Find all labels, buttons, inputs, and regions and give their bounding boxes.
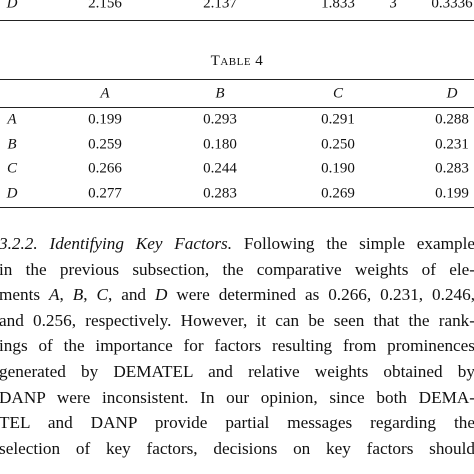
row-label: C (6, 160, 18, 177)
table-cell: 0.283 (435, 160, 469, 177)
text-span: A (49, 285, 60, 305)
row-label: A (7, 111, 17, 128)
text-span: were determined as 0.266, 0.231, 0.246, (167, 285, 474, 305)
row-label: D (6, 0, 18, 12)
text-span: in the previous subsection, the comparat… (0, 259, 474, 279)
text-line: and 0.256, respectively. However, it can… (0, 311, 474, 331)
table-cell: 0.3336 (431, 0, 473, 12)
column-header: C (332, 85, 344, 102)
text-span: TEL and DANP provide partial messages re… (0, 413, 474, 433)
text-span: DANP were inconsistent. In our opinion, … (0, 387, 474, 407)
table-rule (0, 107, 474, 108)
table-cell: 0.293 (203, 111, 237, 128)
text-line: DANP were inconsistent. In our opinion, … (0, 388, 474, 408)
text-line: in the previous subsection, the comparat… (0, 260, 474, 280)
text-span: selection of key factors, decisions on k… (0, 438, 474, 458)
table-cell: 0.190 (321, 160, 355, 177)
table-cell: 0.180 (203, 136, 237, 153)
text-span: , and (107, 285, 155, 305)
table-rule (0, 20, 474, 21)
table-cell: 0.266 (88, 160, 122, 177)
table-cell: 0.259 (88, 136, 122, 153)
text-line: ings of the importance for factors resul… (0, 336, 474, 356)
column-header: D (446, 85, 458, 102)
text-span: ments (0, 285, 49, 305)
column-header: A (100, 85, 110, 102)
text-span: ings of the importance for factors resul… (0, 336, 474, 356)
text-line: TEL and DANP provide partial messages re… (0, 413, 474, 433)
table-cell: 0.288 (435, 111, 469, 128)
text-span: D (154, 285, 168, 305)
column-header: B (215, 85, 225, 102)
table-cell: 0.244 (203, 160, 237, 177)
table-caption: Table 4 (210, 53, 264, 69)
text-span: B (72, 285, 84, 305)
row-label: D (6, 185, 18, 202)
text-line: 3.2.2. Identifying Key Factors. Followin… (0, 234, 474, 254)
text-line: selection of key factors, decisions on k… (0, 439, 474, 459)
text-line: ments A, B, C, and D were determined as … (0, 285, 474, 305)
text-line: generated by DEMATEL and relative weight… (0, 362, 474, 382)
table-cell: 3 (389, 0, 397, 12)
table-cell: 2.137 (203, 0, 237, 12)
text-span: C (96, 285, 108, 305)
table-rule (0, 207, 474, 208)
text-span: Following the simple example (232, 234, 474, 253)
text-span: , (59, 285, 73, 305)
table-cell: 0.291 (321, 111, 355, 128)
table-cell: 1.833 (321, 0, 355, 12)
text-span: , (83, 285, 97, 305)
row-label: B (7, 136, 17, 153)
section-heading: 3.2.2. Identifying Key Factors. (0, 234, 233, 253)
table-cell: 0.199 (435, 185, 469, 202)
table-cell: 0.199 (88, 111, 122, 128)
table-cell: 0.269 (321, 185, 355, 202)
table-rule (0, 79, 474, 80)
text-span: and 0.256, respectively. However, it can… (0, 310, 474, 330)
table-cell: 2.156 (88, 0, 122, 12)
text-span: generated by DEMATEL and relative weight… (0, 362, 474, 381)
table-cell: 0.250 (321, 136, 355, 153)
table-cell: 0.277 (88, 185, 122, 202)
table-cell: 0.231 (435, 136, 469, 153)
table-cell: 0.283 (203, 185, 237, 202)
